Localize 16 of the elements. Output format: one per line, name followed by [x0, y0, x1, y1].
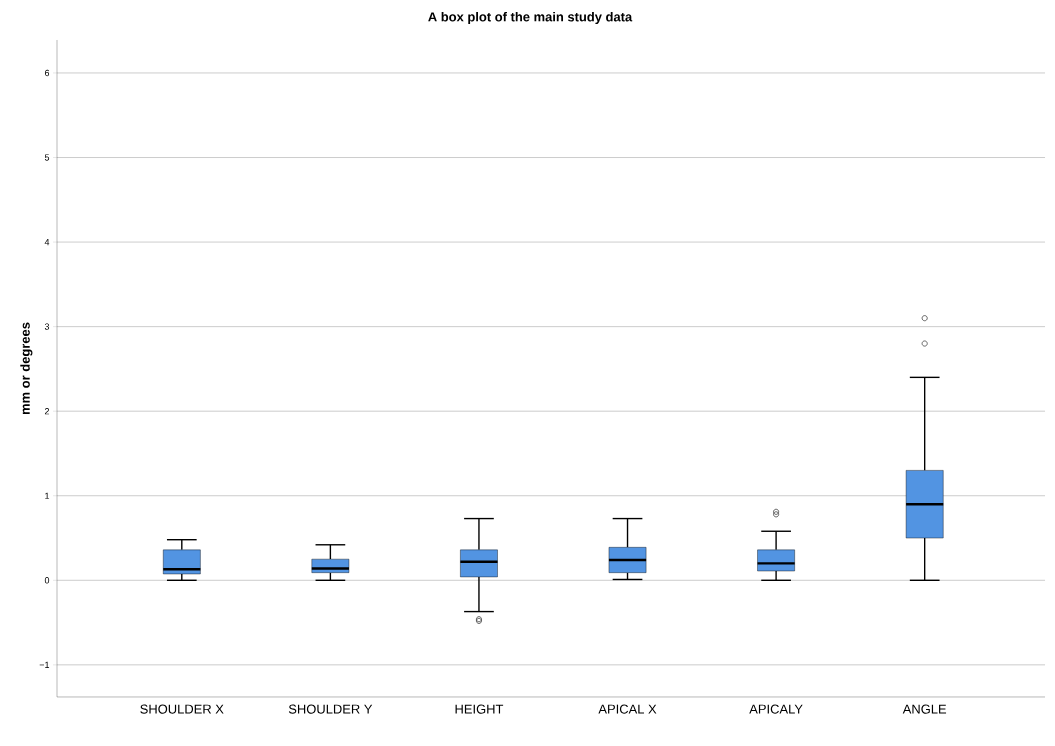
y-tick-label: 0 [44, 577, 50, 584]
x-tick-label: APICAL X [598, 704, 657, 714]
y-tick-label: 6 [44, 69, 50, 77]
y-tick-label: −1 [39, 661, 50, 668]
y-tick-label: 4 [44, 238, 50, 246]
x-tick-label: ANGLE [902, 704, 947, 714]
x-tick-label: SHOULDER X [140, 704, 224, 714]
y-tick-label: 2 [44, 408, 50, 415]
y-tick-label: 5 [44, 154, 50, 161]
y-tick-label: 3 [44, 323, 50, 330]
x-tick-label: HEIGHT [455, 704, 504, 714]
y-tick-label: 1 [45, 492, 50, 499]
chart-title: A box plot of the main study data [428, 11, 633, 25]
x-tick-label: SHOULDER Y [288, 704, 373, 714]
y-axis-title: mm or degrees [20, 322, 33, 415]
x-tick-label: APICALY [749, 704, 803, 714]
